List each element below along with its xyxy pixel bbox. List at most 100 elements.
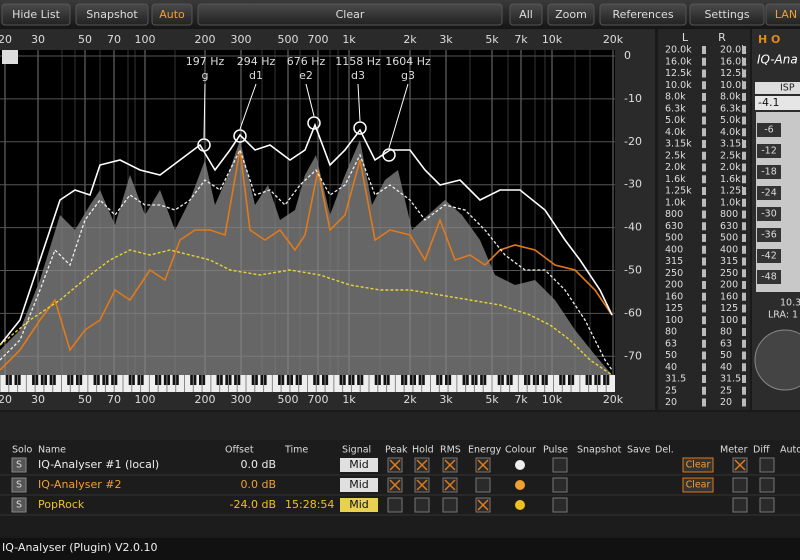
meter-cell bbox=[742, 328, 746, 336]
meter-label: 400 bbox=[665, 244, 683, 255]
meter-label: 3.15k bbox=[665, 139, 692, 150]
peak-marker bbox=[353, 121, 367, 135]
freq-label-bottom: 7k bbox=[514, 393, 528, 406]
freq-label-bottom: 30 bbox=[31, 393, 45, 406]
solo-button[interactable] bbox=[11, 497, 27, 513]
meter-cell bbox=[702, 304, 706, 313]
meter-label: 1.0k bbox=[665, 197, 686, 208]
colour-swatch[interactable] bbox=[515, 480, 525, 490]
toolbar-button[interactable] bbox=[689, 3, 765, 26]
product-name: IQ-Ana bbox=[757, 53, 798, 67]
yellow-dashed-curve bbox=[0, 249, 613, 376]
clear-button[interactable] bbox=[682, 457, 714, 473]
meter-label: 5.0k bbox=[665, 115, 686, 126]
toolbar-button[interactable] bbox=[599, 3, 687, 26]
column-header: Pulse bbox=[543, 445, 568, 456]
checkbox[interactable] bbox=[759, 477, 775, 493]
scale-label: -48 bbox=[761, 272, 777, 283]
toolbar-button[interactable] bbox=[1, 3, 71, 26]
meter-cell bbox=[742, 304, 746, 313]
checkbox[interactable] bbox=[414, 497, 430, 513]
meter-cell bbox=[702, 245, 706, 254]
freq-label-bottom: 50 bbox=[78, 393, 92, 406]
scale-label: -18 bbox=[761, 167, 777, 178]
toolbar-button[interactable] bbox=[75, 3, 149, 26]
scale-label: -24 bbox=[761, 188, 777, 199]
peak-frequency: 294 Hz bbox=[237, 55, 276, 68]
column-header: Save bbox=[627, 445, 650, 456]
freq-label-top: 70 bbox=[107, 33, 121, 46]
solo-button[interactable] bbox=[11, 477, 27, 493]
meter-cell bbox=[702, 163, 706, 172]
meter-cell bbox=[742, 163, 746, 172]
meter-label: 200 bbox=[665, 280, 683, 291]
solo-button[interactable] bbox=[11, 457, 27, 473]
meter-cell bbox=[742, 269, 746, 278]
meter-label: 4.0k bbox=[665, 127, 686, 138]
toolbar-button[interactable] bbox=[151, 3, 193, 26]
piano-keyboard bbox=[0, 375, 615, 392]
freq-label-bottom: 200 bbox=[195, 393, 216, 406]
freq-label-top: 200 bbox=[195, 33, 216, 46]
meter-cell bbox=[702, 234, 706, 242]
meter-label: 1.6k bbox=[665, 174, 686, 185]
zoom-icon[interactable] bbox=[2, 50, 18, 64]
meter-cell bbox=[702, 187, 706, 195]
freq-label-top: 30 bbox=[31, 33, 45, 46]
dial[interactable] bbox=[754, 329, 800, 391]
toolbar-button[interactable] bbox=[197, 3, 503, 26]
meter-cell bbox=[742, 57, 746, 66]
checkbox[interactable] bbox=[552, 497, 568, 513]
meter-label: 315 bbox=[665, 256, 683, 267]
scale-tag bbox=[757, 123, 781, 137]
checkbox[interactable] bbox=[732, 497, 748, 513]
white-dashed-curve bbox=[0, 148, 613, 371]
peak-marker bbox=[233, 129, 247, 143]
column-header: Time bbox=[284, 445, 308, 456]
signal-button[interactable] bbox=[340, 478, 378, 492]
energy-area bbox=[0, 140, 612, 375]
offset: -24.0 dB bbox=[230, 498, 277, 511]
signal-button[interactable] bbox=[340, 498, 378, 512]
clear-button[interactable] bbox=[682, 477, 714, 493]
freq-label-bottom: 20 bbox=[0, 393, 12, 406]
meter-cell bbox=[702, 363, 706, 372]
meter-label: 12.5k bbox=[720, 68, 747, 79]
checkbox[interactable] bbox=[387, 497, 403, 513]
checkbox[interactable] bbox=[552, 477, 568, 493]
toolbar-button[interactable] bbox=[509, 3, 543, 26]
toolbar-button[interactable] bbox=[765, 3, 800, 26]
scale-tag bbox=[757, 228, 781, 242]
toolbar-button[interactable] bbox=[547, 3, 595, 26]
freq-label-bottom: 700 bbox=[308, 393, 329, 406]
checkbox[interactable] bbox=[732, 477, 748, 493]
colour-swatch[interactable] bbox=[515, 500, 525, 510]
scale-label: -36 bbox=[761, 230, 777, 241]
meter-cell bbox=[742, 234, 746, 242]
signal-label: Mid bbox=[349, 498, 369, 511]
peak-leader bbox=[203, 83, 206, 139]
meter-cell bbox=[702, 386, 706, 395]
checkbox[interactable] bbox=[552, 457, 568, 473]
meter-cell bbox=[742, 363, 746, 372]
checkbox[interactable] bbox=[759, 497, 775, 513]
meter-label: 250 bbox=[665, 268, 683, 279]
colour-swatch[interactable] bbox=[515, 460, 525, 470]
divider bbox=[0, 412, 800, 440]
meter-label: 16.0k bbox=[665, 56, 692, 67]
checkbox[interactable] bbox=[442, 497, 458, 513]
meter-cell bbox=[702, 398, 706, 407]
meter-cell bbox=[702, 339, 706, 348]
checkbox[interactable] bbox=[759, 457, 775, 473]
source-name: IQ-Analyser #1 (local) bbox=[38, 458, 159, 471]
meter-label: 31.5 bbox=[720, 374, 741, 385]
signal-button[interactable] bbox=[340, 458, 378, 472]
meter-cell bbox=[742, 386, 746, 395]
checkbox[interactable] bbox=[475, 477, 491, 493]
meter-label: 630 bbox=[720, 221, 738, 232]
scale-tag bbox=[757, 165, 781, 179]
scale-tag bbox=[757, 249, 781, 263]
meter-cell bbox=[742, 222, 746, 231]
freq-label-top: 300 bbox=[231, 33, 252, 46]
